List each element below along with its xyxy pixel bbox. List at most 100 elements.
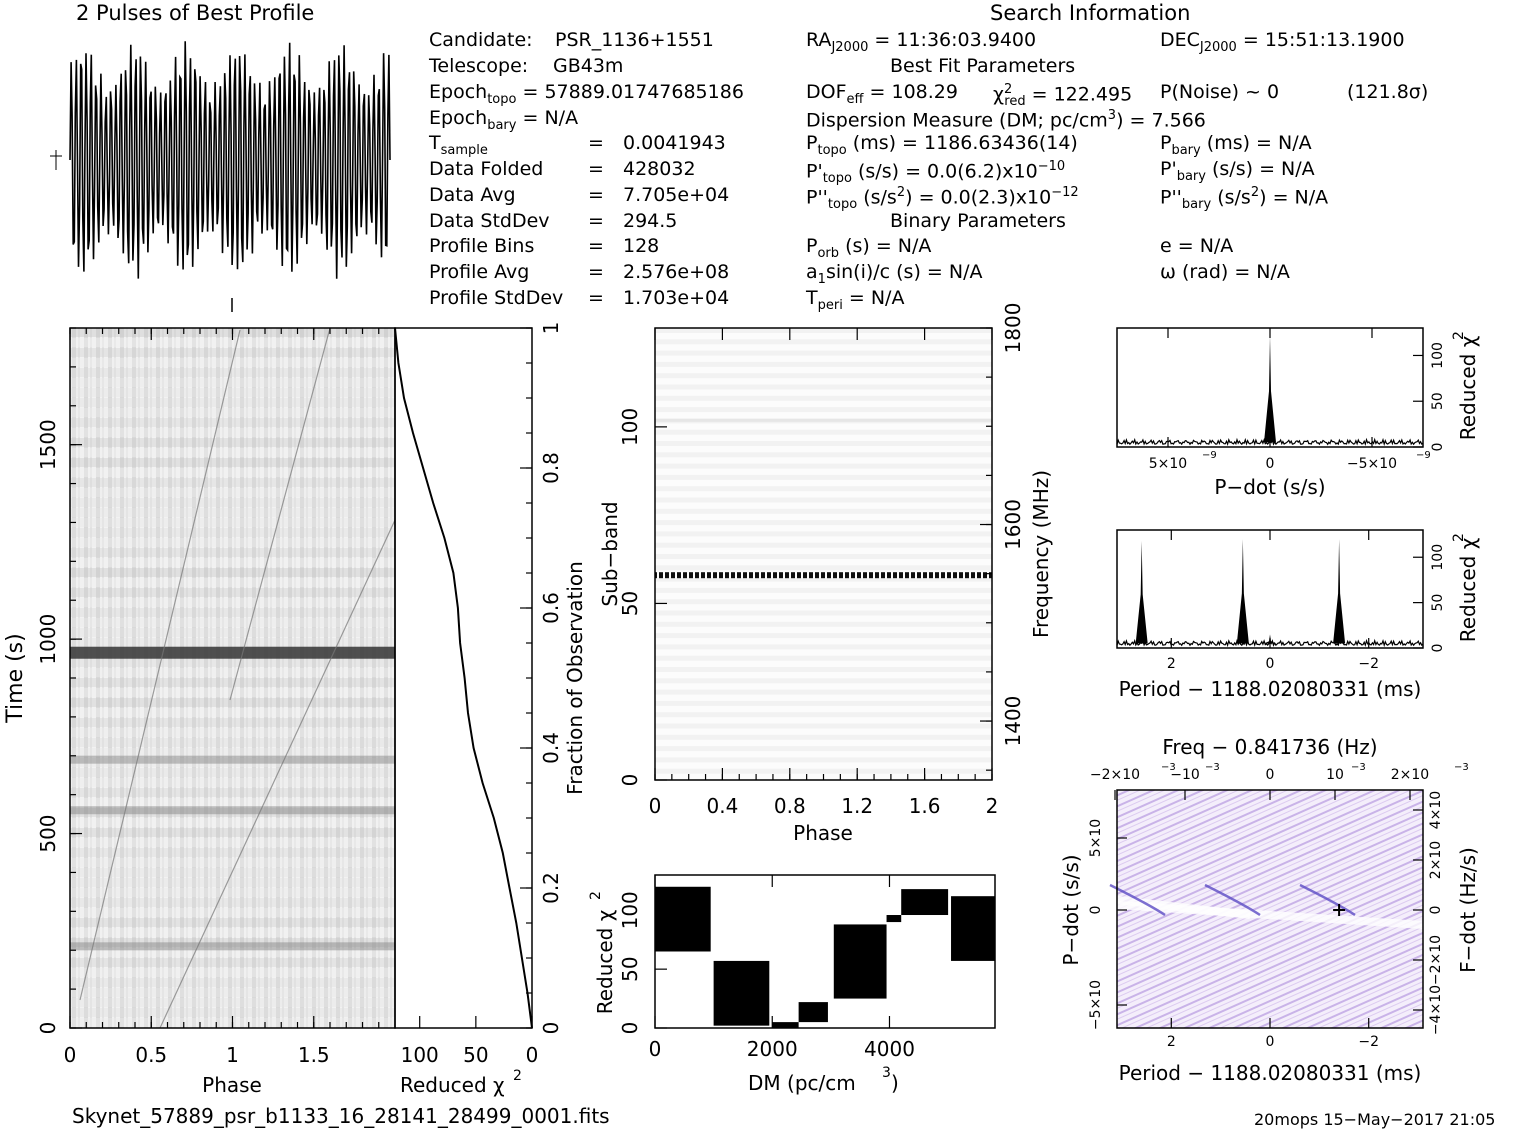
heatmap-row [70, 708, 395, 717]
heatmap-row [70, 848, 395, 857]
plane-ridge-dark [1204, 883, 1261, 917]
subband-row [655, 407, 992, 413]
y-tick-label: 0 [1430, 443, 1446, 452]
time-phase-plot: 0 0.5 1 1.5 0 500 1000 1500 Phase Time (s) [3, 298, 396, 1097]
y-tick-label: 0 [1088, 906, 1104, 915]
heatmap-row [70, 978, 395, 987]
y-tick-label: 1000 [36, 614, 60, 665]
subband-row [655, 746, 992, 752]
dm-segment [833, 924, 887, 999]
subband-row [655, 587, 992, 593]
x-tick-label: 0 [1266, 456, 1275, 472]
y-axis-label: Sub−band [598, 501, 622, 606]
y-axis-label: P−dot (s/s) [1059, 854, 1083, 965]
subband-row [655, 339, 992, 345]
data-stddev-value: 294.5 [623, 210, 678, 232]
y-tick-label: 0 [618, 1022, 642, 1035]
fraction-axis-label: Fraction of Observation [563, 561, 587, 795]
heatmap-row [70, 368, 395, 377]
epoch-topo-value: = 57889.01747685186 [522, 81, 744, 103]
subband-phase-plot: 0 0.4 0.8 1.2 1.6 2 0 50 100 1400 1600 1800 Phase Sub… [598, 303, 1053, 845]
dm-segment [655, 886, 711, 952]
x-axis-label: DM (pc/cm [748, 1071, 856, 1095]
heatmap-row [70, 928, 395, 937]
fraction-tick-label: 0.8 [539, 452, 563, 484]
subband-row [655, 633, 992, 639]
y-tick-label: 50 [1430, 392, 1446, 410]
x-tick-label: 0 [1266, 656, 1275, 672]
data-avg-label: Data Avg [429, 184, 516, 206]
epoch-bary-value: = N/A [522, 107, 579, 129]
subband-row [655, 554, 992, 559]
data-stddev-label: Data StdDev [429, 210, 550, 232]
reduced-chi2-vs-period-plot: 0 50 100 2 0 −2 Period − 1188.02080331 (ms) Red… [1116, 529, 1480, 701]
data-stddev-eq: = [588, 210, 604, 232]
y-axis-label: Time (s) [3, 633, 28, 723]
reduced-chi2-vs-time-plot: 100 50 00 0.2 0.4 0.6 0.8 1 Reduced χ 2 Fraction o… [394, 322, 587, 1097]
x-tick-label: 2000 [747, 1037, 798, 1061]
chi2-peak [1236, 539, 1249, 644]
profile-avg-eq: = [588, 261, 604, 283]
heatmap-row [70, 918, 395, 927]
candidate-value: PSR_1136+1551 [555, 29, 714, 51]
pddbary-row: P''bary (s/s2) = N/A [1160, 185, 1329, 213]
x-tick-label: 1.2 [841, 794, 873, 818]
x-axis-label-end: ) [891, 1071, 899, 1095]
heatmap-row [70, 768, 395, 777]
epoch-topo-label: Epoch [429, 81, 488, 103]
subband-row [655, 463, 992, 469]
freq-axis-label: Frequency (MHz) [1029, 470, 1053, 638]
tsample-eq: = [588, 132, 604, 154]
chi2-peak [1333, 539, 1346, 644]
x-tick-label: 0.4 [706, 794, 738, 818]
y-tick-label: 50 [1430, 594, 1446, 612]
dec-row: DECJ2000 = 15:51:13.1900 [1160, 29, 1405, 55]
search-info-title: Search Information [990, 1, 1191, 25]
subband-row [655, 429, 992, 435]
candidate-label: Candidate: [429, 29, 533, 51]
heatmap-row [70, 458, 395, 467]
ptopo-row: Ptopo (ms) = 1186.63436(14) [806, 132, 1078, 158]
top-tick-label: 10 [1326, 767, 1344, 783]
chi2-time-frame [394, 327, 533, 1029]
heatmap-row [70, 888, 395, 897]
profile-stddev-value: 1.703e+04 [623, 287, 730, 309]
x-tick-label: 50 [463, 1043, 488, 1067]
pdbary-row: P'bary (s/s) = N/A [1160, 158, 1315, 184]
heatmap-row [70, 498, 395, 507]
heatmap-row [70, 738, 395, 747]
y-tick-label: 0 [618, 774, 642, 787]
heatmap-row [70, 728, 395, 737]
x-tick-exp: −9 [1416, 450, 1431, 461]
right-tick-label: 2×10 [1428, 841, 1444, 879]
heatmap-row [70, 838, 395, 847]
right-tick-label: −2×10 [1428, 935, 1444, 985]
heatmap-row [70, 378, 395, 387]
subband-row [655, 373, 992, 379]
right-tick-label: 4×10 [1428, 791, 1444, 829]
subband-row [655, 644, 992, 650]
telescope-value: GB43m [553, 55, 624, 77]
heatmap-row [70, 908, 395, 917]
subband-row [655, 667, 992, 672]
profile-avg-label: Profile Avg [429, 261, 530, 283]
top-tick-exp: −3 [1351, 762, 1366, 773]
heatmap-row [70, 418, 395, 427]
x-tick-label: 0 [1266, 1034, 1275, 1050]
heatmap-row [70, 588, 395, 597]
heatmap-row [70, 448, 395, 457]
subband-row [655, 734, 992, 740]
dm-segment [901, 889, 949, 916]
footer-filename: Skynet_57889_psr_b1133_16_28141_28499_00… [72, 1104, 610, 1128]
subband-row [655, 520, 992, 526]
dark-time-band [70, 806, 395, 815]
y-tick-label: 100 [1430, 342, 1446, 369]
ra-row: RAJ2000 = 11:36:03.9400 [806, 29, 1037, 55]
pdtopo-row: P'topo (s/s) = 0.0(6.2)x10−10 [806, 159, 1066, 187]
top-tick-label: 2×10 [1391, 767, 1429, 783]
x-axis-label: Phase [202, 1073, 262, 1097]
subband-row [655, 689, 992, 695]
chi2red-row: χ2red = 122.495 [993, 82, 1133, 110]
